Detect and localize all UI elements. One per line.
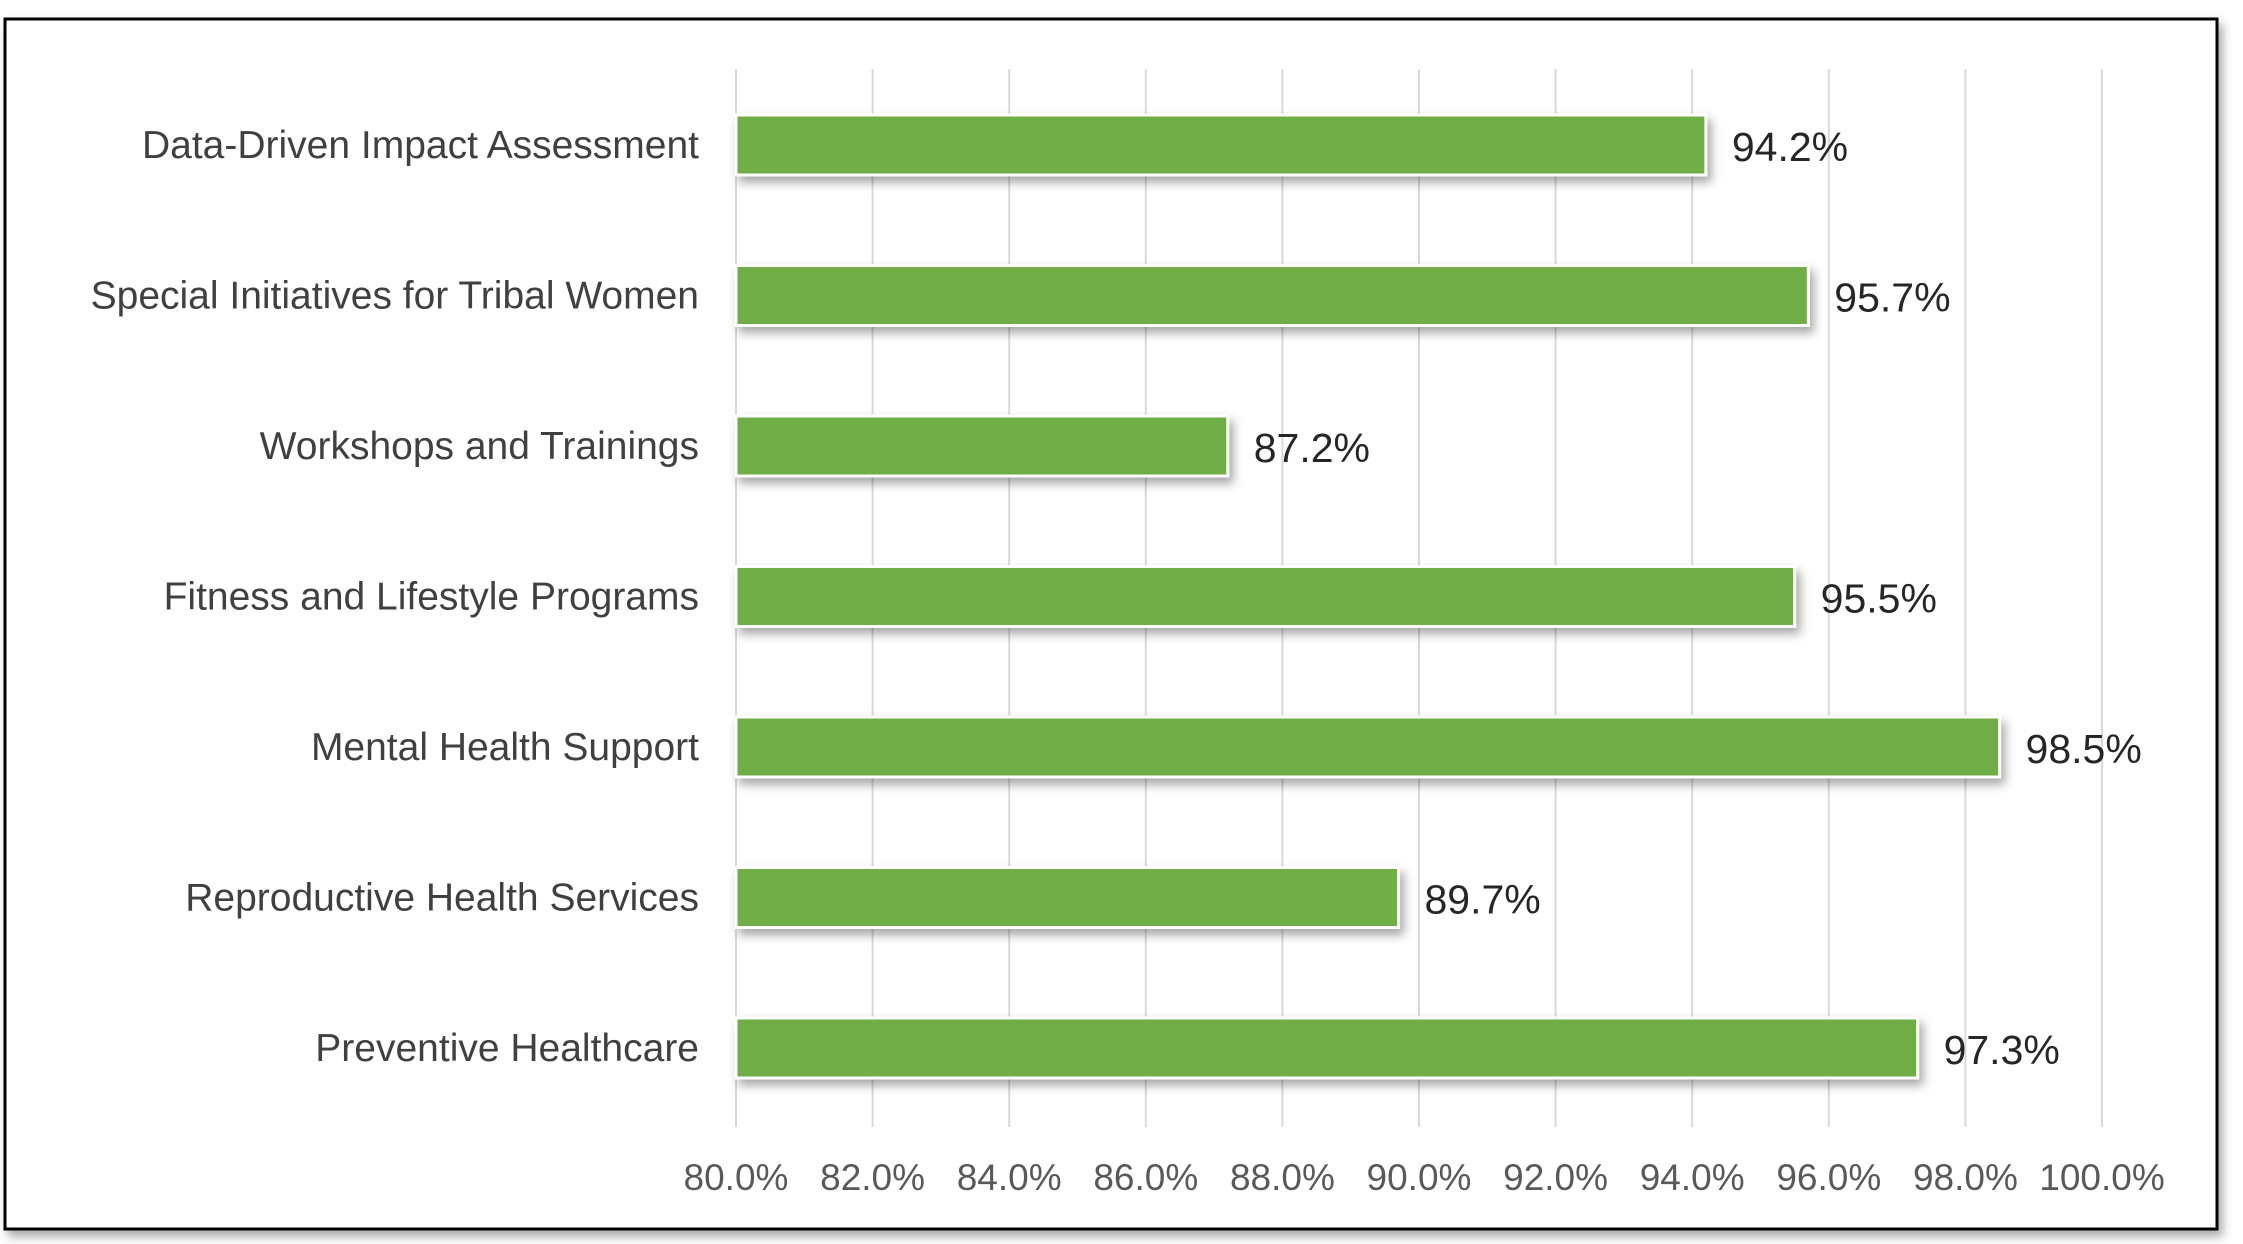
x-tick-label: 96.0%	[1776, 1157, 1881, 1198]
category-label: Data-Driven Impact Assessment	[142, 124, 699, 167]
category-label: Fitness and Lifestyle Programs	[164, 576, 699, 619]
x-tick-label: 84.0%	[957, 1157, 1062, 1198]
bar	[734, 715, 2002, 779]
x-tick-label: 92.0%	[1503, 1157, 1608, 1198]
category-label: Reproductive Health Services	[185, 877, 699, 920]
bar	[734, 565, 1797, 628]
data-label: 98.5%	[2026, 726, 2142, 772]
data-label: 97.3%	[1944, 1027, 2060, 1073]
x-tick-label: 86.0%	[1093, 1157, 1198, 1198]
x-tick-label: 88.0%	[1230, 1157, 1335, 1198]
x-tick-label: 80.0%	[684, 1157, 789, 1198]
bar	[734, 414, 1230, 478]
category-label: Special Initiatives for Tribal Women	[91, 275, 699, 318]
x-tick-label: 94.0%	[1640, 1157, 1745, 1198]
bar	[734, 1016, 1920, 1080]
category-label: Preventive Healthcare	[315, 1027, 699, 1070]
x-tick-label: 98.0%	[1913, 1157, 2018, 1198]
x-tick-label: 100.0%	[2039, 1157, 2165, 1198]
bar	[734, 264, 1810, 327]
data-label: 95.5%	[1821, 576, 1937, 622]
bar	[734, 866, 1401, 929]
data-label: 87.2%	[1254, 425, 1370, 471]
data-label: 95.7%	[1834, 275, 1950, 321]
data-label: 89.7%	[1425, 877, 1541, 923]
category-label: Mental Health Support	[311, 726, 699, 769]
bar	[734, 113, 1708, 177]
x-tick-label: 82.0%	[820, 1157, 925, 1198]
category-label: Workshops and Trainings	[260, 425, 699, 468]
x-tick-label: 90.0%	[1367, 1157, 1472, 1198]
data-label: 94.2%	[1732, 124, 1848, 170]
